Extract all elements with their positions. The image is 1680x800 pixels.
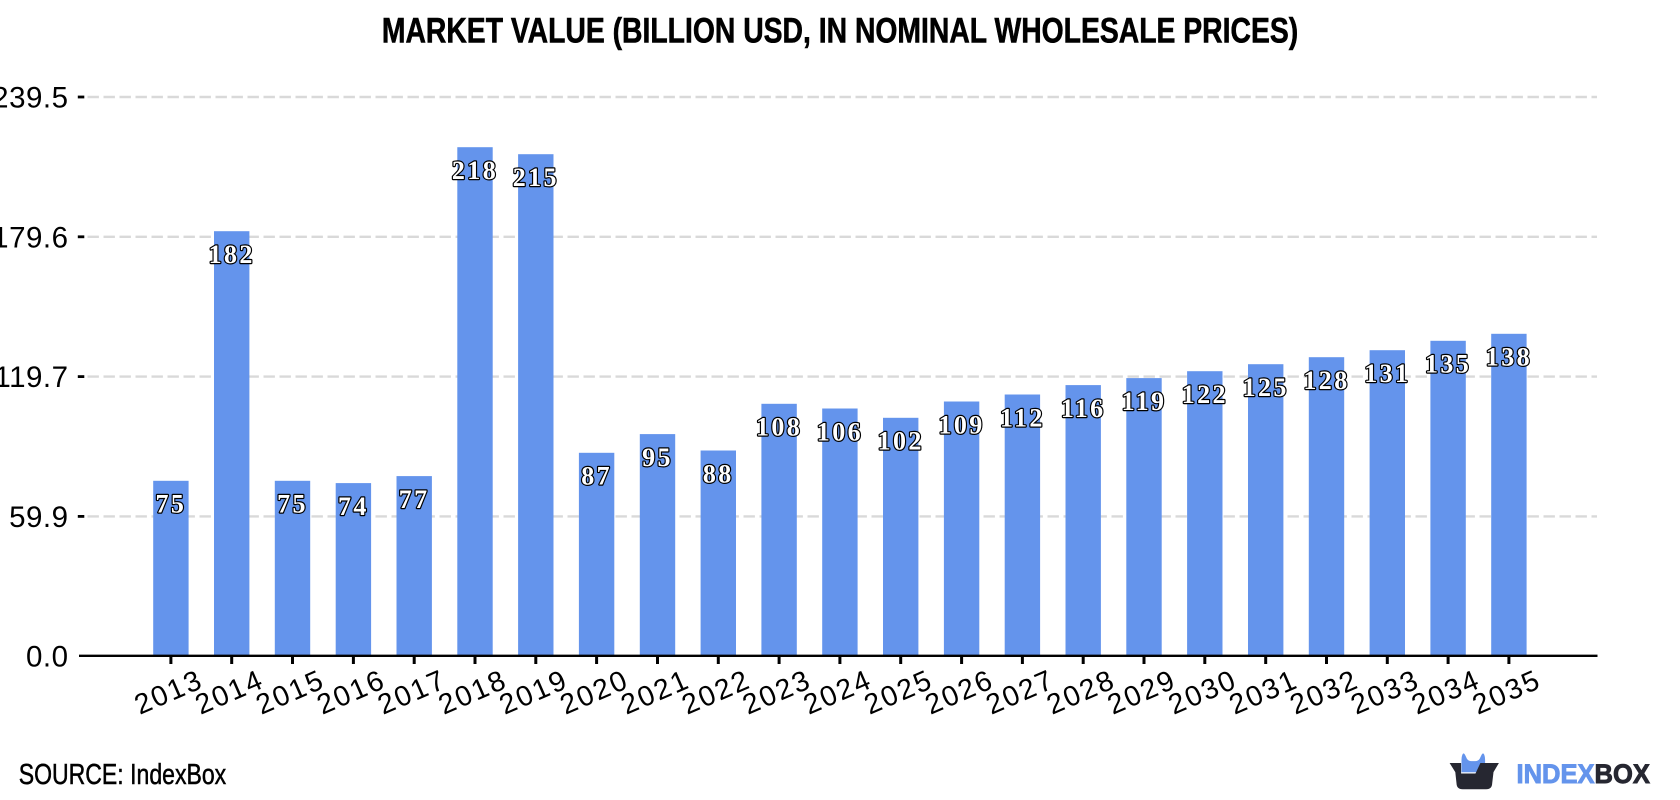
svg-text:131: 131: [1364, 359, 1410, 388]
svg-text:SOURCE: IndexBox: SOURCE: IndexBox: [19, 757, 227, 790]
svg-text:128: 128: [1303, 366, 1349, 395]
svg-text:119.7: 119.7: [0, 361, 69, 394]
svg-text:INDEXBOX: INDEXBOX: [1517, 758, 1651, 789]
svg-text:116: 116: [1061, 394, 1106, 423]
svg-text:122: 122: [1182, 380, 1228, 409]
svg-text:77: 77: [399, 485, 430, 514]
svg-text:109: 109: [938, 410, 984, 439]
svg-text:87: 87: [581, 462, 612, 491]
svg-text:182: 182: [209, 240, 255, 269]
svg-text:108: 108: [756, 413, 802, 442]
svg-text:215: 215: [513, 163, 559, 192]
svg-text:MARKET VALUE (BILLION USD, IN: MARKET VALUE (BILLION USD, IN NOMINAL WH…: [382, 10, 1298, 50]
svg-text:95: 95: [642, 443, 673, 472]
svg-text:0.0: 0.0: [26, 640, 69, 673]
svg-text:59.9: 59.9: [9, 501, 68, 534]
svg-text:88: 88: [703, 459, 734, 488]
svg-text:74: 74: [338, 492, 369, 521]
svg-text:102: 102: [878, 427, 924, 456]
svg-text:75: 75: [277, 490, 308, 519]
svg-text:125: 125: [1243, 373, 1289, 402]
svg-text:218: 218: [452, 156, 498, 185]
svg-text:135: 135: [1425, 350, 1471, 379]
svg-text:239.5: 239.5: [0, 82, 69, 115]
svg-text:106: 106: [817, 417, 863, 446]
svg-text:138: 138: [1486, 343, 1532, 372]
svg-text:179.6: 179.6: [0, 221, 69, 254]
svg-text:119: 119: [1122, 387, 1167, 416]
svg-text:75: 75: [155, 490, 186, 519]
svg-text:112: 112: [1000, 403, 1045, 432]
